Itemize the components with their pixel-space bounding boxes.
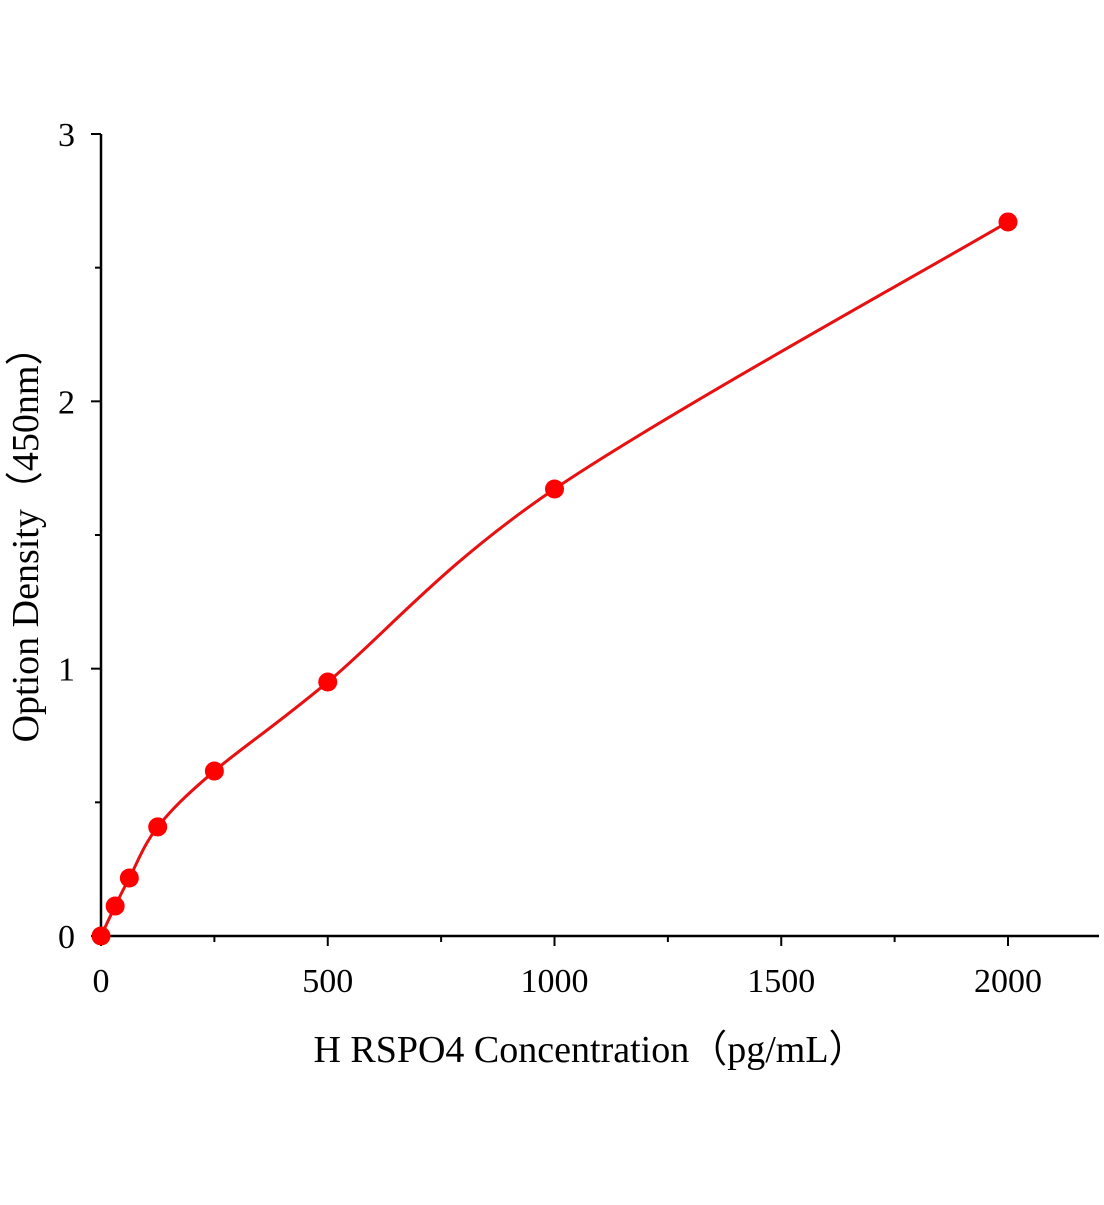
data-point [545,479,564,499]
fit-curve [99,220,1009,937]
x-tick-label: 0 [93,963,110,1000]
data-points [91,212,1018,946]
data-point [91,926,111,946]
x-tick-label: 1500 [747,963,815,1000]
data-point [148,817,168,837]
x-tick-label: 1000 [521,963,589,1000]
y-axis-label: Option Density（450nm） [5,328,47,743]
y-tick-label: 3 [58,117,75,154]
y-tick-label: 2 [58,384,75,421]
data-point [119,868,139,888]
fit-curve-group [99,220,1009,937]
x-axis-label: H RSPO4 Concentration（pg/mL） [313,1029,866,1071]
data-point [998,212,1018,232]
data-point [204,761,224,781]
data-point [105,896,125,916]
y-tick-label: 1 [58,652,75,689]
y-tick-label: 0 [58,919,75,956]
x-tick-label: 500 [302,963,353,1000]
data-point [318,672,338,692]
x-tick-label: 2000 [974,963,1042,1000]
axes: 0 500 1000 1500 2000 0 1 2 3 [58,117,1099,1000]
